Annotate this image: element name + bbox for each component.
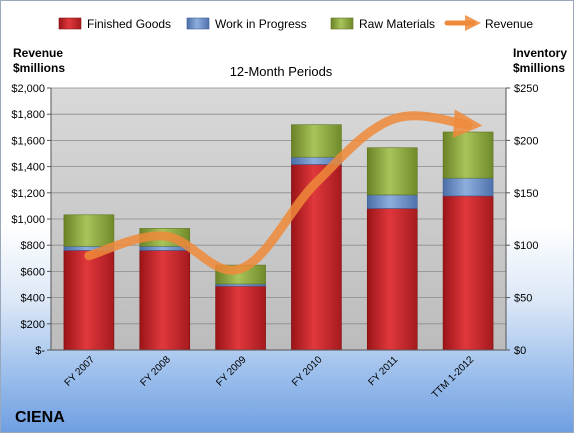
category-label: FY 2009 xyxy=(214,354,249,389)
left-tick-label: $400 xyxy=(21,293,45,305)
left-tick-label: $1,400 xyxy=(11,162,45,174)
left-tick-label: $200 xyxy=(21,319,45,331)
bar-series xyxy=(63,124,494,351)
bar-finished-goods xyxy=(291,164,342,351)
bar-work-in-progress xyxy=(366,194,418,209)
bar-finished-goods xyxy=(63,250,115,351)
legend-label-finished-goods: Finished Goods xyxy=(87,17,171,31)
bar-raw-materials xyxy=(291,124,342,158)
company-label: CIENA xyxy=(15,409,65,426)
bar-work-in-progress xyxy=(215,283,266,287)
bar-raw-materials xyxy=(442,131,494,179)
legend-swatch-finished-goods xyxy=(58,17,82,30)
category-label: FY 2011 xyxy=(367,354,401,388)
legend-swatch-work-in-progress xyxy=(186,17,210,30)
left-tick-label: $2,000 xyxy=(11,83,45,95)
left-tick-label: $1,600 xyxy=(11,135,45,147)
right-tick-label: $150 xyxy=(514,188,538,200)
bar-finished-goods xyxy=(366,208,418,351)
right-tick-label: $100 xyxy=(514,240,538,252)
right-tick-label: $50 xyxy=(514,293,532,305)
left-tick-label: $1,800 xyxy=(11,109,45,121)
legend-label-work-in-progress: Work in Progress xyxy=(215,17,307,31)
chart-title: 12-Month Periods xyxy=(230,64,333,79)
bar-finished-goods xyxy=(139,250,191,351)
category-label: TTM 1-2012 xyxy=(430,354,477,401)
left-axis-title-line2: $millions xyxy=(13,61,65,75)
left-tick-label: $- xyxy=(35,345,45,357)
right-tick-label: $200 xyxy=(514,135,538,147)
left-axis-title-line1: Revenue xyxy=(13,46,63,60)
bar-finished-goods xyxy=(442,195,494,351)
category-label: FY 2007 xyxy=(63,354,98,389)
right-tick-label: $0 xyxy=(514,345,526,357)
legend: Finished Goods Work in Progress Raw Mate… xyxy=(58,14,533,32)
bar-finished-goods xyxy=(215,285,266,351)
right-axis-title-line1: Inventory xyxy=(513,46,567,60)
revenue-line xyxy=(84,109,483,275)
category-label: FY 2008 xyxy=(138,354,173,389)
category-label: FY 2010 xyxy=(290,354,325,389)
left-tick-label: $800 xyxy=(21,240,45,252)
legend-swatch-raw-materials xyxy=(330,17,354,30)
left-tick-label: $600 xyxy=(21,266,45,278)
bar-work-in-progress xyxy=(442,177,494,197)
bar-raw-materials xyxy=(366,147,418,196)
left-tick-label: $1,200 xyxy=(11,188,45,200)
legend-label-raw-materials: Raw Materials xyxy=(359,17,435,31)
legend-label-revenue: Revenue xyxy=(485,17,533,31)
bar-raw-materials xyxy=(63,214,115,247)
right-tick-label: $250 xyxy=(514,83,538,95)
left-tick-label: $1,000 xyxy=(11,214,45,226)
right-axis-title-line2: $millions xyxy=(513,61,565,75)
